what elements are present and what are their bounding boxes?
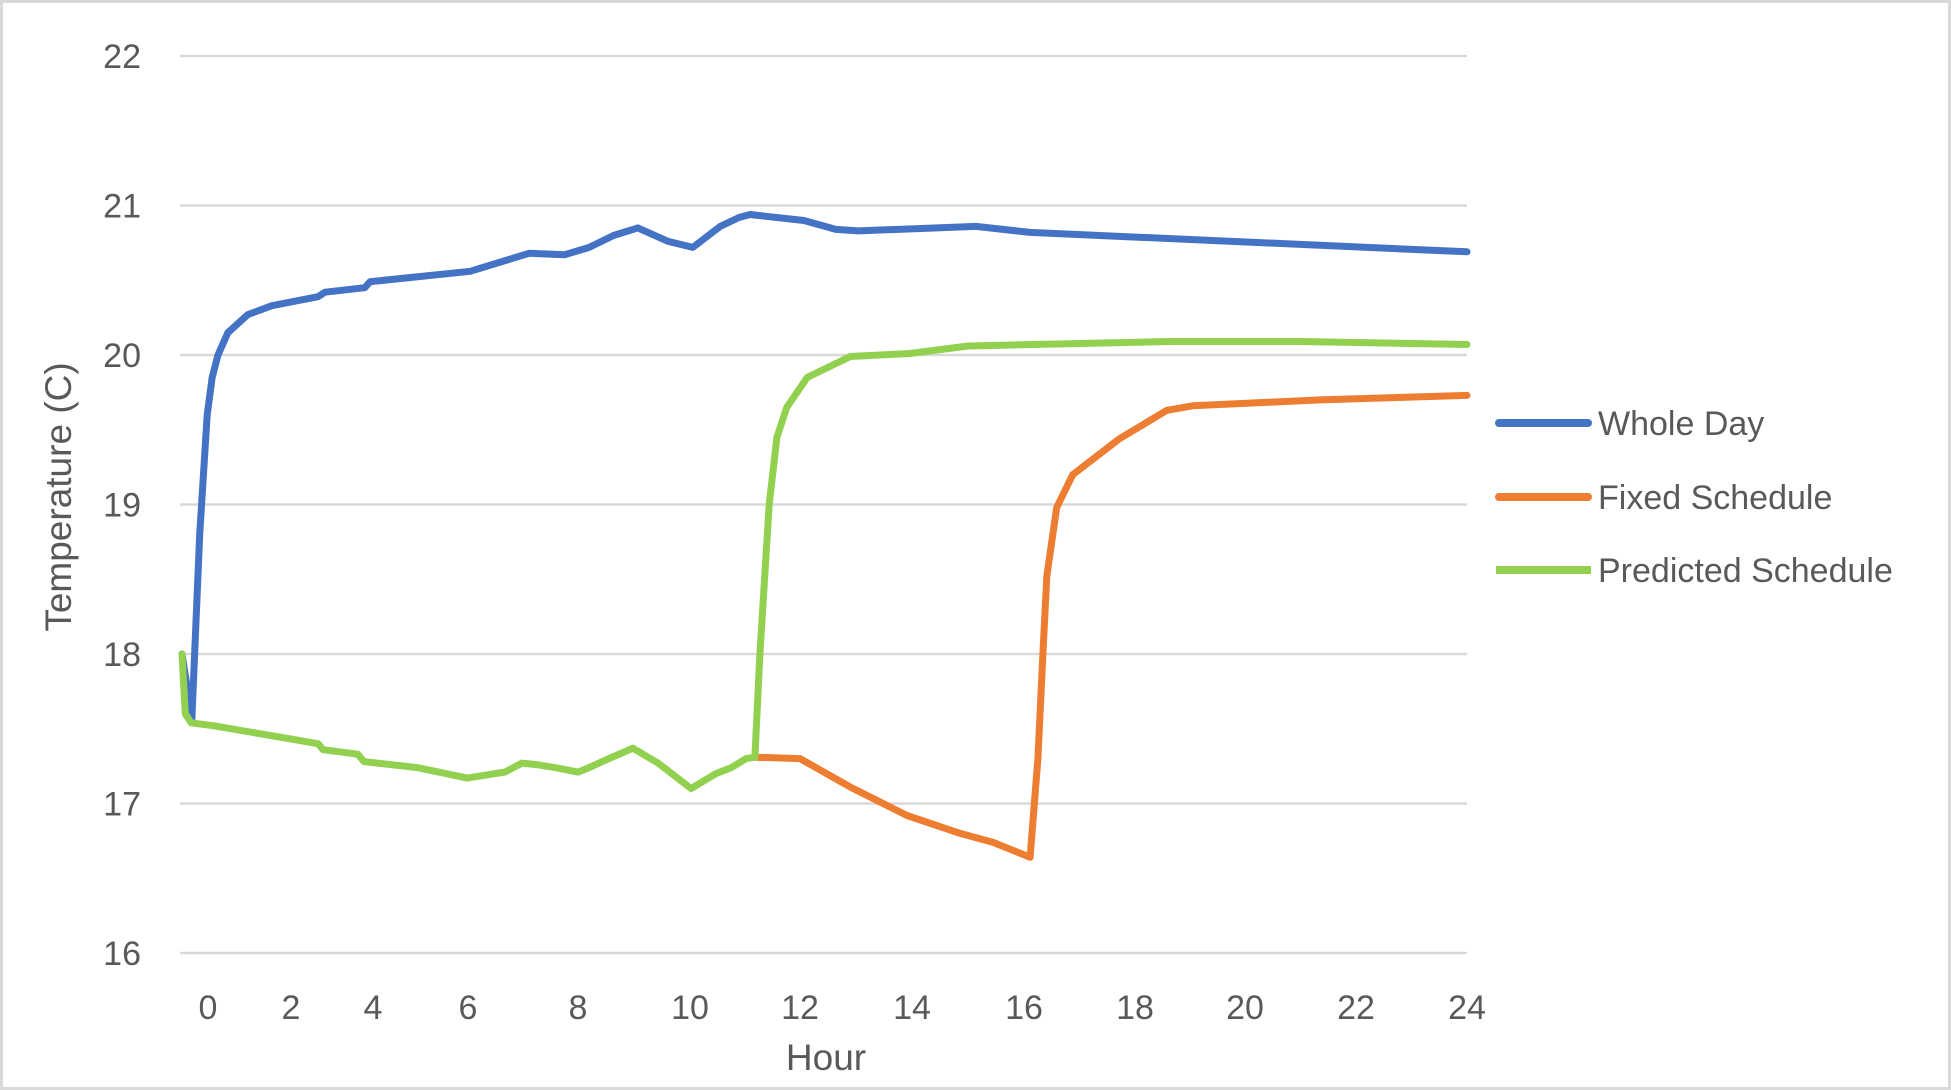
y-tick-label: 16 (103, 935, 141, 973)
x-tick-label: 4 (364, 989, 383, 1027)
y-tick-label: 21 (103, 188, 141, 226)
legend-item-fixed-schedule[interactable]: Fixed Schedule (1495, 479, 1832, 517)
x-tick-label: 0 (199, 989, 218, 1027)
x-tick-label: 24 (1448, 989, 1486, 1027)
y-axis-title: Temperature (C) (38, 362, 79, 631)
x-tick-label: 2 (282, 989, 301, 1027)
y-axis-tick-labels: 16 17 18 19 20 21 22 (103, 38, 141, 973)
legend-item-whole-day[interactable]: Whole Day (1495, 405, 1764, 443)
x-axis-title: Hour (786, 1037, 866, 1078)
x-tick-label: 22 (1337, 989, 1375, 1027)
x-tick-label: 18 (1116, 989, 1154, 1027)
x-tick-label: 6 (459, 989, 478, 1027)
plot-area (178, 211, 1471, 861)
series-predicted-schedule[interactable] (178, 338, 1471, 792)
y-tick-label: 18 (103, 636, 141, 674)
legend-item-predicted-schedule[interactable]: Predicted Schedule (1496, 552, 1893, 590)
x-tick-label: 10 (671, 989, 709, 1027)
series-fixed-schedule[interactable] (751, 391, 1471, 861)
x-tick-label: 20 (1226, 989, 1264, 1027)
legend-label-whole-day: Whole Day (1598, 405, 1764, 443)
legend: Whole Day Fixed Schedule Predicted Sched… (1495, 405, 1893, 590)
gridlines (180, 54, 1467, 955)
x-axis-tick-labels: 0 2 4 6 8 10 12 14 16 18 20 22 24 (199, 989, 1486, 1027)
y-tick-label: 17 (103, 786, 141, 824)
legend-label-fixed-schedule: Fixed Schedule (1598, 479, 1832, 517)
series-whole-day[interactable] (178, 211, 1471, 722)
x-tick-label: 14 (893, 989, 931, 1027)
legend-label-predicted-schedule: Predicted Schedule (1598, 552, 1893, 590)
x-tick-label: 12 (781, 989, 819, 1027)
y-tick-label: 19 (103, 487, 141, 525)
y-tick-label: 20 (103, 337, 141, 375)
y-tick-label: 22 (103, 38, 141, 76)
x-tick-label: 8 (569, 989, 588, 1027)
x-tick-label: 16 (1005, 989, 1043, 1027)
